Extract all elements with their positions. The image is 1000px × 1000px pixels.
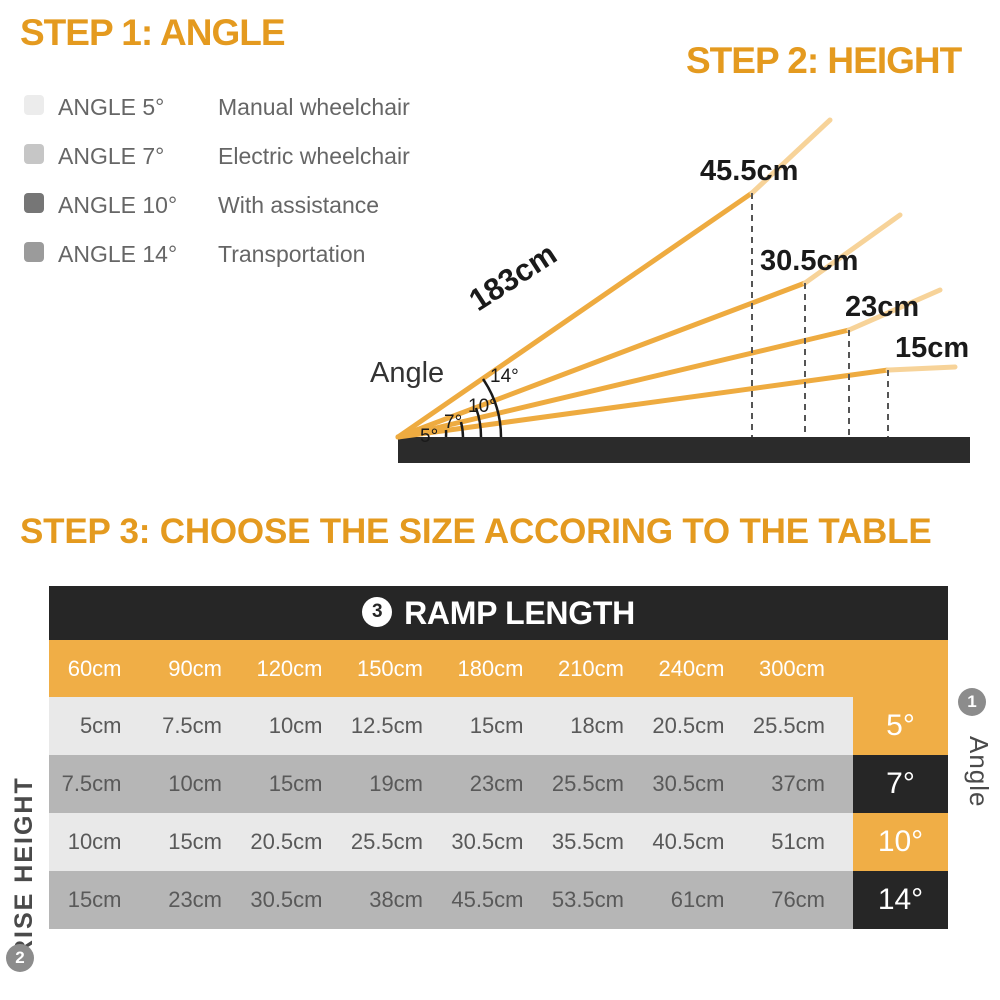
svg-text:Angle: Angle — [370, 357, 444, 389]
svg-text:14°: 14° — [490, 366, 519, 387]
svg-text:15cm: 15cm — [895, 332, 969, 364]
svg-text:30.5cm: 30.5cm — [760, 245, 858, 277]
svg-text:183cm: 183cm — [463, 236, 563, 318]
svg-text:23cm: 23cm — [845, 291, 919, 323]
svg-text:5°: 5° — [420, 426, 438, 447]
svg-text:45.5cm: 45.5cm — [700, 155, 798, 187]
svg-text:7°: 7° — [444, 412, 462, 433]
svg-text:10°: 10° — [468, 396, 497, 417]
